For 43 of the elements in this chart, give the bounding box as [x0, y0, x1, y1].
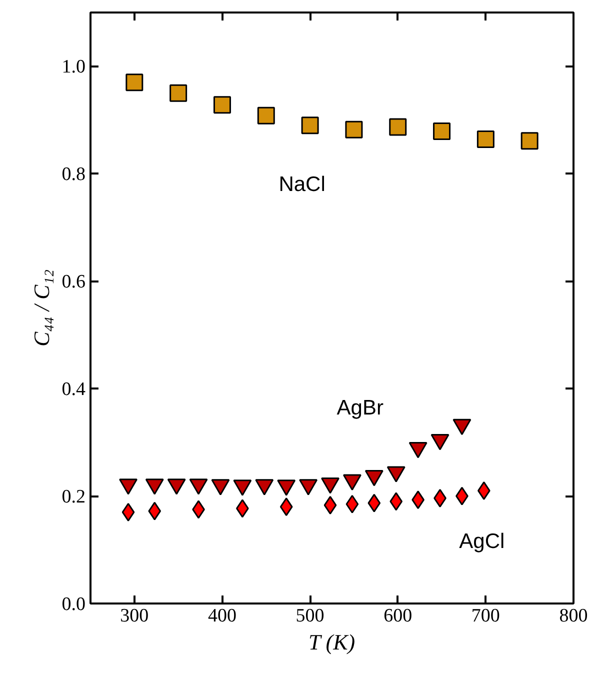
- point: [126, 74, 144, 92]
- point: [119, 478, 138, 495]
- point: [408, 442, 428, 458]
- point: [430, 434, 450, 450]
- point: [520, 132, 538, 150]
- point: [320, 477, 340, 494]
- y-axis-title: C₄₄ / C₁₂: [28, 269, 54, 347]
- series-label: AgCl: [459, 530, 505, 554]
- point: [476, 130, 494, 148]
- point: [277, 480, 296, 496]
- x-tick-label: 400: [208, 606, 236, 626]
- point: [433, 122, 451, 140]
- point: [233, 480, 252, 496]
- point: [189, 478, 208, 495]
- x-tick-label: 500: [296, 606, 324, 626]
- x-tick-label: 600: [384, 606, 412, 626]
- point: [145, 478, 164, 495]
- point: [299, 479, 318, 496]
- point: [386, 466, 406, 482]
- series-label: AgBr: [336, 396, 384, 420]
- point: [301, 116, 319, 134]
- point: [255, 479, 274, 496]
- x-tick-label: 300: [120, 606, 149, 626]
- point: [364, 470, 384, 486]
- y-tick-label: 1.0: [62, 56, 86, 78]
- point: [213, 96, 231, 114]
- y-tick-label: 0.4: [62, 379, 86, 400]
- point: [170, 84, 188, 102]
- point: [342, 474, 362, 490]
- x-tick-label: 800: [559, 606, 588, 626]
- x-tick-label: 700: [471, 606, 500, 626]
- point: [452, 418, 472, 436]
- y-tick-label: 0.2: [62, 486, 86, 508]
- y-tick-label: 0.0: [62, 594, 86, 615]
- y-tick-label: 0.8: [62, 164, 86, 186]
- point: [211, 479, 230, 496]
- series-label: NaCl: [278, 172, 326, 196]
- point: [167, 478, 186, 495]
- point: [389, 118, 407, 136]
- point: [257, 106, 275, 124]
- y-tick-label: 0.6: [62, 272, 86, 293]
- point: [345, 120, 363, 138]
- x-axis-title: T (K): [308, 630, 356, 654]
